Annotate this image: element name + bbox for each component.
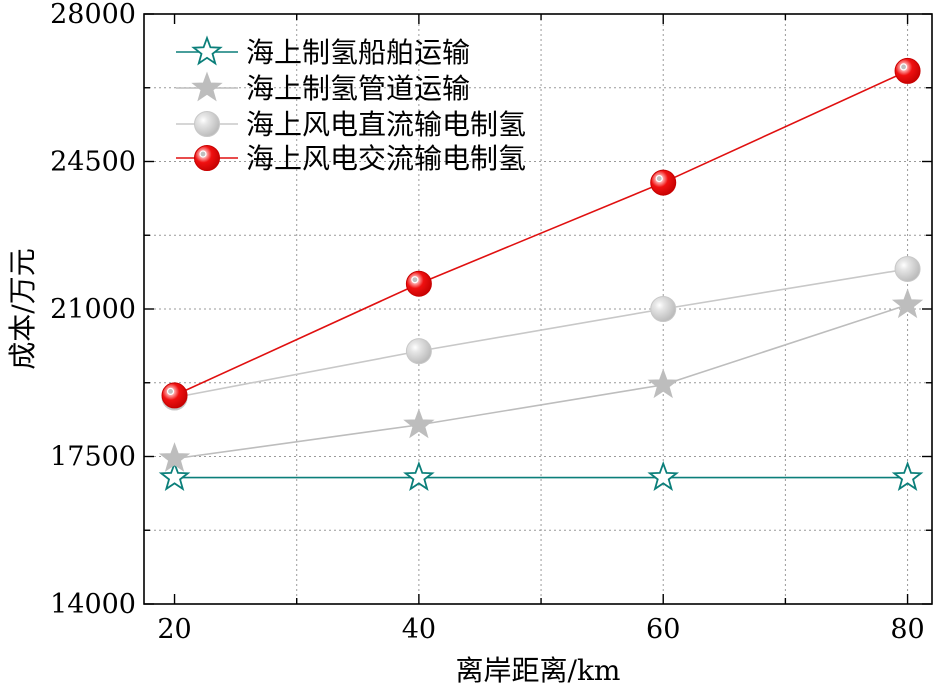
star-marker [158,442,191,472]
sphere-marker-highlight [166,387,175,395]
star-open-marker [403,460,435,492]
legend-label: 海上制氢管道运输 [246,72,470,105]
y-axis-label: 成本/万元 [6,248,39,369]
y-tick-labels: 14000 17500 21000 24500 28000 [50,0,136,620]
x-axis-label: 离岸距离/km [456,654,621,687]
sphere-marker-gray [405,338,432,365]
sphere-marker-red [194,145,220,171]
series-line [174,268,908,399]
sphere-marker-gray [194,111,220,137]
y-tick-label: 21000 [50,294,136,325]
star-open-marker [891,460,924,492]
x-tick-label: 20 [157,614,191,645]
star-open-marker [191,35,223,66]
x-tick-label: 80 [890,614,924,645]
series-markers [158,57,924,492]
grid [144,14,932,604]
series-line [174,70,908,397]
sphere-marker-red [405,270,432,297]
x-tick-label: 60 [646,614,680,645]
sphere-marker-highlight [655,174,663,183]
sphere-marker-highlight [199,150,207,158]
y-tick-label: 24500 [50,147,136,178]
y-tick-label: 28000 [50,0,136,30]
series-lines [174,70,908,479]
sphere-marker-red [650,169,677,196]
sphere-marker-highlight [411,276,419,284]
legend-label: 海上风电直流输电制氢 [246,108,526,141]
axis-ticks [144,13,932,605]
y-tick-label: 17500 [50,442,136,473]
x-tick-label: 40 [402,614,436,645]
star-marker [403,408,435,439]
x-tick-labels: 20 40 60 80 [157,614,924,645]
sphere-marker-red [161,382,188,409]
legend-label: 海上制氢船舶运输 [246,36,470,69]
y-tick-label: 14000 [50,589,136,620]
legend-label: 海上风电交流输电制氢 [246,142,526,175]
star-open-marker [158,460,191,492]
sphere-marker-red [894,57,921,84]
star-marker [891,288,924,319]
star-marker [647,368,679,399]
sphere-marker-gray [650,296,677,322]
star-marker [191,71,223,102]
sphere-marker-highlight [899,63,908,71]
sphere-marker-gray [894,255,921,282]
star-open-marker [647,460,680,492]
series-line [174,304,908,460]
